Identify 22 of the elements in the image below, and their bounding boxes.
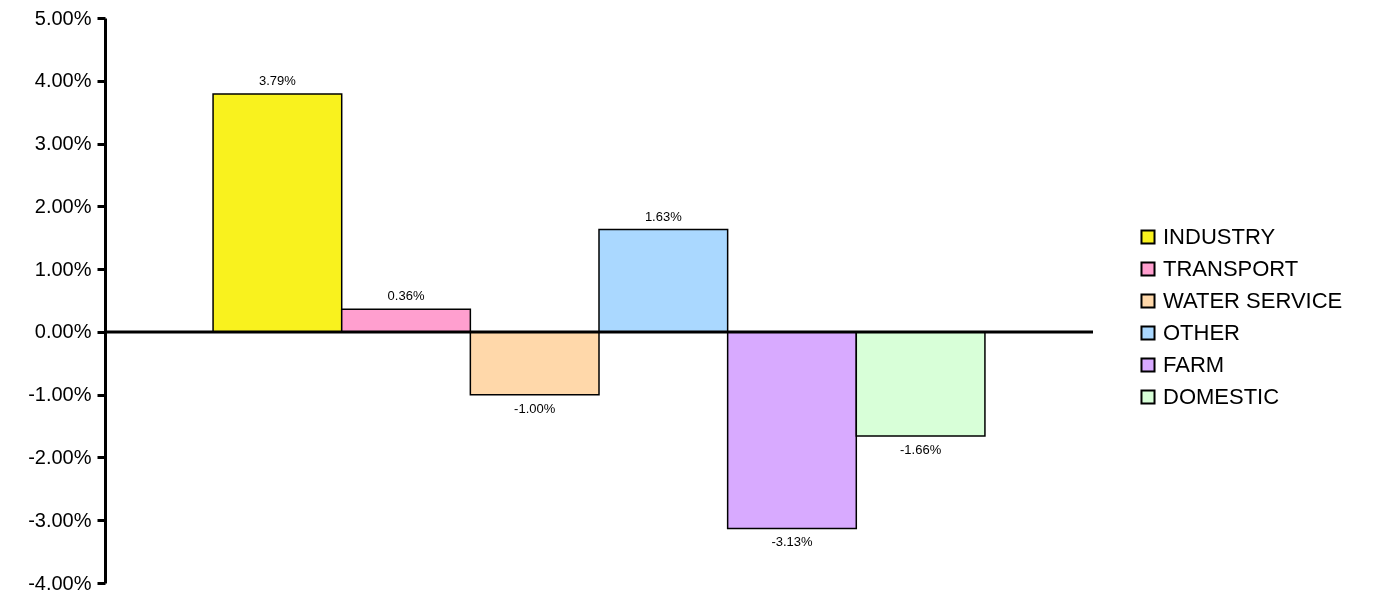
y-tick-label: 4.00% xyxy=(34,69,92,92)
legend-label: OTHER xyxy=(1163,320,1240,345)
y-tick-label: -1.00% xyxy=(28,383,92,406)
y-tick-label: -3.00% xyxy=(28,508,92,531)
data-label: -1.00% xyxy=(514,400,556,416)
y-tick-label: 1.00% xyxy=(34,257,92,280)
legend-label: TRANSPORT xyxy=(1163,256,1299,281)
legend-label: DOMESTIC xyxy=(1163,384,1280,409)
y-tick-label: 5.00% xyxy=(34,6,92,29)
y-tick-label: 2.00% xyxy=(34,194,92,217)
y-tick-label: 0.00% xyxy=(34,320,92,343)
legend-label: WATER SERVICE xyxy=(1163,288,1343,313)
legend-label: FARM xyxy=(1163,352,1225,377)
y-tick-label: -2.00% xyxy=(28,445,92,468)
data-label: 1.63% xyxy=(644,208,683,224)
data-label: -1.66% xyxy=(900,442,942,458)
legend-label: INDUSTRY xyxy=(1163,224,1276,249)
y-tick-label: -4.00% xyxy=(28,571,92,594)
y-tick-label: 3.00% xyxy=(34,132,92,155)
data-label: 3.79% xyxy=(258,72,297,88)
data-label: -3.13% xyxy=(771,534,813,550)
data-label: 0.36% xyxy=(387,288,425,304)
